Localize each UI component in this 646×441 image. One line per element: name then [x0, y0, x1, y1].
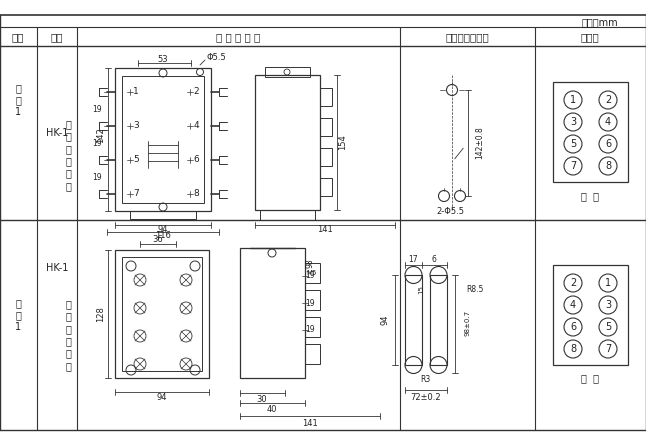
Text: 98: 98 [306, 258, 315, 268]
Text: 6: 6 [570, 322, 576, 332]
Text: 15: 15 [418, 286, 424, 295]
Bar [305, 290, 320, 310]
Text: 3: 3 [605, 300, 611, 310]
Text: 154: 154 [339, 134, 348, 150]
Text: 3: 3 [133, 122, 139, 131]
Text: 凸
出
式
后
接
线: 凸 出 式 后 接 线 [65, 299, 71, 371]
Bar [255, 75, 320, 210]
Text: 5: 5 [605, 322, 611, 332]
Text: 19: 19 [305, 272, 315, 280]
Text: Φ5.5: Φ5.5 [206, 53, 226, 63]
Text: HK-1: HK-1 [46, 128, 68, 138]
Bar [305, 263, 320, 283]
Text: 背  视: 背 视 [581, 373, 599, 383]
Text: 116: 116 [155, 232, 171, 240]
Text: 98±0.7: 98±0.7 [464, 310, 470, 336]
Bar [240, 248, 305, 378]
Text: 7: 7 [133, 190, 139, 198]
Text: HK-1: HK-1 [46, 263, 68, 273]
Text: 142±0.8: 142±0.8 [475, 127, 484, 159]
Text: 外 形 尺 寸 图: 外 形 尺 寸 图 [216, 32, 260, 42]
Text: 3: 3 [570, 117, 576, 127]
Bar [320, 148, 332, 166]
Text: 141: 141 [317, 225, 333, 235]
Bar [115, 250, 209, 378]
Text: 40: 40 [267, 406, 277, 415]
Text: 附
图
1: 附 图 1 [15, 299, 21, 332]
Text: 19: 19 [305, 325, 315, 335]
Text: 前  视: 前 视 [581, 191, 599, 201]
Bar [430, 275, 447, 365]
Text: 2-Φ5.5: 2-Φ5.5 [436, 208, 464, 217]
Text: 19: 19 [92, 105, 102, 113]
Text: 5: 5 [570, 139, 576, 149]
Text: 19: 19 [92, 172, 102, 182]
Text: 142: 142 [96, 127, 105, 143]
Text: 5: 5 [133, 156, 139, 164]
Bar [305, 344, 320, 364]
Text: R3: R3 [420, 375, 430, 385]
Bar [305, 317, 320, 337]
Text: 4: 4 [570, 300, 576, 310]
Text: M5: M5 [307, 270, 317, 276]
Text: 30: 30 [256, 396, 267, 404]
Text: 附
图
1: 附 图 1 [15, 83, 21, 116]
Text: 36: 36 [152, 235, 163, 244]
Bar [320, 118, 332, 136]
Text: R8.5: R8.5 [466, 285, 484, 295]
Text: 141: 141 [302, 419, 318, 427]
Text: 8: 8 [570, 344, 576, 354]
Bar [320, 178, 332, 196]
Text: 端子图: 端子图 [581, 32, 599, 42]
Text: 6: 6 [193, 156, 199, 164]
Bar [553, 82, 628, 182]
Text: 94: 94 [158, 224, 168, 233]
Text: 6: 6 [605, 139, 611, 149]
Text: 19: 19 [92, 138, 102, 147]
Text: 单位：mm: 单位：mm [581, 17, 618, 27]
Bar [265, 67, 310, 77]
Text: 128: 128 [96, 306, 105, 322]
Bar [320, 88, 332, 106]
Text: 结构: 结构 [51, 32, 63, 42]
Text: 94: 94 [157, 392, 167, 401]
Text: 4: 4 [605, 117, 611, 127]
Bar [122, 76, 204, 203]
Text: 1: 1 [605, 278, 611, 288]
Bar [553, 265, 628, 365]
Text: 72±0.2: 72±0.2 [411, 392, 441, 401]
Bar [122, 257, 202, 371]
Text: 6: 6 [432, 255, 437, 265]
Text: 4: 4 [193, 122, 199, 131]
Text: 19: 19 [305, 299, 315, 307]
Text: 53: 53 [158, 55, 169, 64]
Text: 2: 2 [605, 95, 611, 105]
Text: 1: 1 [570, 95, 576, 105]
Bar [115, 68, 211, 211]
Text: 17: 17 [408, 255, 418, 265]
Bar [405, 275, 422, 365]
Text: 7: 7 [605, 344, 611, 354]
Text: 图号: 图号 [12, 32, 25, 42]
Bar [130, 211, 196, 219]
Bar [260, 210, 315, 220]
Text: 94: 94 [380, 315, 390, 325]
Text: 安装开孔尺寸图: 安装开孔尺寸图 [445, 32, 489, 42]
Text: 8: 8 [605, 161, 611, 171]
Text: 8: 8 [193, 190, 199, 198]
Text: 凸
出
式
前
接
线: 凸 出 式 前 接 线 [65, 119, 71, 191]
Text: 1: 1 [133, 87, 139, 97]
Text: 2: 2 [570, 278, 576, 288]
Text: 2: 2 [193, 87, 199, 97]
Text: 7: 7 [570, 161, 576, 171]
